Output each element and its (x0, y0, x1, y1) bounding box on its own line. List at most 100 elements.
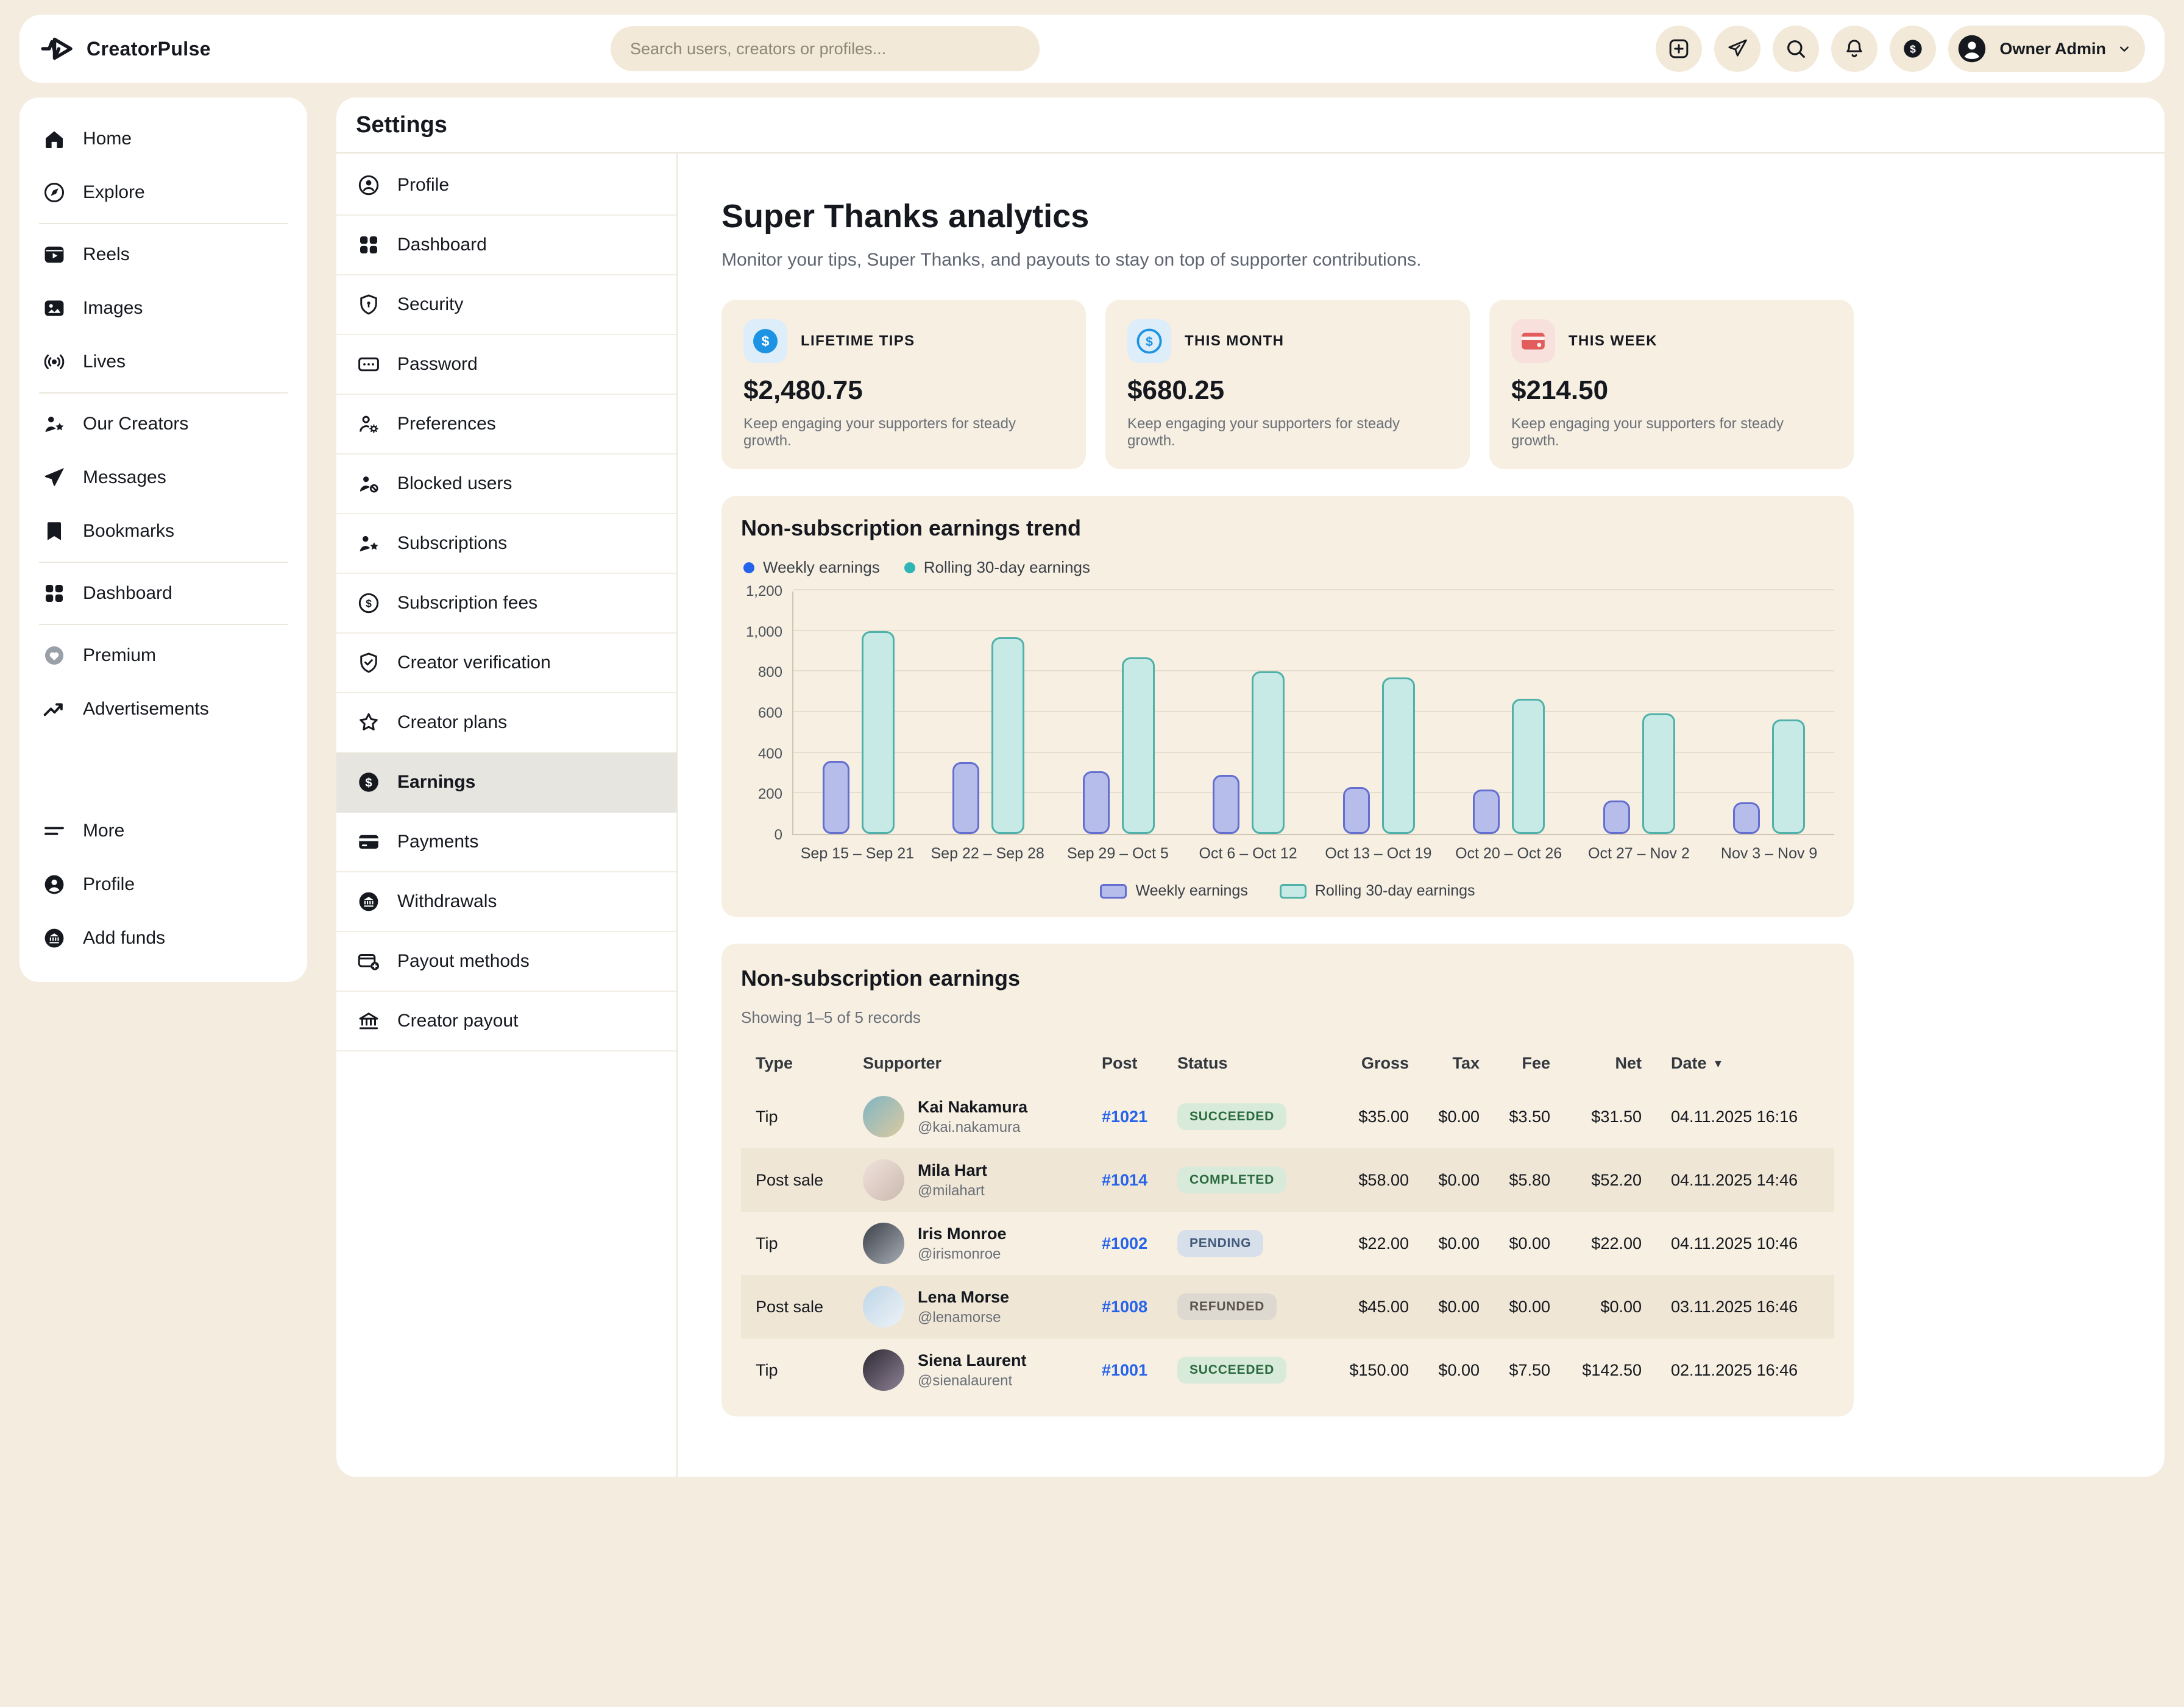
weekly-earnings-bar[interactable] (1733, 802, 1760, 834)
rolling-30-day-earnings-bar[interactable] (991, 637, 1025, 834)
x-axis-label: Sep 22 – Sep 28 (931, 845, 1044, 862)
settings-nav-payout-methods[interactable]: Payout methods (336, 932, 676, 992)
bar-group (793, 592, 924, 834)
settings-nav-label: Payout methods (397, 951, 530, 971)
cell-net: $0.00 (1600, 1297, 1642, 1316)
sidebar-item-premium[interactable]: Premium (20, 629, 307, 682)
send-button[interactable] (1714, 26, 1761, 72)
sidebar-item-label: Premium (83, 645, 157, 665)
sidebar-item-advertisements[interactable]: Advertisements (20, 682, 307, 736)
status-badge: SUCCEEDED (1177, 1357, 1287, 1384)
post-link[interactable]: #1008 (1102, 1297, 1148, 1316)
app-logo[interactable]: CreatorPulse (39, 30, 211, 67)
column-header-net: Net (1615, 1054, 1642, 1072)
settings-nav-password[interactable]: Password (336, 335, 676, 395)
weekly-earnings-bar[interactable] (952, 762, 980, 834)
settings-nav-label: Profile (397, 175, 450, 195)
sidebar-item-label: Messages (83, 467, 166, 487)
weekly-earnings-bar[interactable] (1082, 771, 1110, 834)
sidebar-item-dashboard[interactable]: Dashboard (20, 567, 307, 620)
funds-button[interactable]: $ (1890, 26, 1937, 72)
weekly-earnings-bar[interactable] (1603, 800, 1630, 834)
rolling-30-day-earnings-bar[interactable] (861, 631, 895, 834)
gridline (793, 711, 1834, 712)
sidebar-item-lives[interactable]: Lives (20, 335, 307, 389)
bar-group (1314, 592, 1444, 834)
supporter-avatar (863, 1096, 904, 1137)
settings-nav-subscriptions[interactable]: Subscriptions (336, 514, 676, 574)
y-tick-label: 200 (757, 786, 782, 803)
settings-nav-withdrawals[interactable]: Withdrawals (336, 872, 676, 932)
notifications-button[interactable] (1831, 26, 1878, 72)
rolling-30-day-earnings-bar[interactable] (1642, 713, 1675, 834)
sidebar-group: Premium Advertisements (20, 629, 307, 736)
chevron-down-icon (2120, 46, 2129, 52)
sidebar-item-more[interactable]: More (20, 804, 307, 858)
sidebar-item-label: Dashboard (83, 583, 172, 603)
post-link[interactable]: #1001 (1102, 1360, 1148, 1379)
sidebar-item-messages[interactable]: Messages (20, 451, 307, 504)
cell-post: #1014 (1087, 1148, 1163, 1212)
search-button[interactable] (1773, 26, 1820, 72)
rolling-30-day-earnings-bar[interactable] (1512, 699, 1545, 834)
x-axis-label: Oct 27 – Nov 2 (1588, 845, 1690, 862)
grid-icon (360, 236, 377, 253)
y-tick-label: 1,200 (745, 583, 782, 599)
rolling-30-day-earnings-bar[interactable] (1381, 677, 1415, 834)
creatorpulse-logo-icon (39, 30, 76, 67)
legend-item: Weekly earnings (743, 558, 880, 577)
settings-nav-creator-plans[interactable]: Creator plans (336, 693, 676, 753)
sidebar-item-explore[interactable]: Explore (20, 166, 307, 219)
settings-nav-security[interactable]: Security (336, 275, 676, 335)
weekly-earnings-bar[interactable] (1342, 787, 1370, 834)
legend-swatch-icon (1100, 883, 1127, 899)
rolling-30-day-earnings-bar[interactable] (1121, 657, 1155, 834)
settings-nav-earnings[interactable]: $ Earnings (336, 753, 676, 813)
account-menu[interactable]: Owner Admin (1948, 26, 2145, 72)
messages-icon (44, 468, 65, 486)
sidebar-item-label: Images (83, 298, 143, 318)
legend-label: Rolling 30-day earnings (1314, 882, 1475, 899)
s_profile-icon (358, 175, 379, 196)
sidebar-item-add-funds[interactable]: Add funds (20, 911, 307, 965)
search-input[interactable] (630, 39, 1020, 58)
column-header-date[interactable]: Date ▼ (1671, 1054, 1724, 1072)
settings-nav-creator-payout[interactable]: Creator payout (336, 992, 676, 1051)
settings-nav-profile[interactable]: Profile (336, 156, 676, 216)
sidebar-item-profile[interactable]: Profile (20, 858, 307, 911)
sidebar-item-bookmarks[interactable]: Bookmarks (20, 504, 307, 558)
post-link[interactable]: #1002 (1102, 1234, 1148, 1253)
legend-label: Rolling 30-day earnings (923, 558, 1090, 576)
cell-tax: $0.00 (1438, 1234, 1480, 1253)
post-link[interactable]: #1021 (1102, 1107, 1148, 1126)
settings-nav-label: Subscription fees (397, 593, 538, 613)
gridline (793, 792, 1834, 794)
settings-nav-preferences[interactable]: Preferences (336, 395, 676, 454)
settings-nav-subscription-fees[interactable]: $ Subscription fees (336, 574, 676, 634)
table-title: Non-subscription earnings (741, 966, 1021, 991)
settings-nav-creator-verification[interactable]: Creator verification (336, 634, 676, 693)
ads-icon (43, 703, 63, 716)
global-search[interactable] (611, 26, 1040, 71)
sidebar-item-reels[interactable]: Reels (20, 228, 307, 281)
sidebar-item-home[interactable]: Home (20, 112, 307, 166)
sidebar-item-images[interactable]: Images (20, 281, 307, 335)
cell-fee: $7.50 (1509, 1360, 1550, 1379)
sidebar-item-our-creators[interactable]: Our Creators (20, 397, 307, 451)
column-header-fee: Fee (1522, 1054, 1550, 1072)
weekly-earnings-bar[interactable] (822, 761, 849, 834)
supporter-name: Mila Hart (918, 1161, 988, 1179)
post-link[interactable]: #1014 (1102, 1170, 1148, 1189)
settings-nav-payments[interactable]: Payments (336, 813, 676, 872)
sidebar-group: More Profile Add funds (20, 804, 307, 965)
create-button[interactable] (1656, 26, 1703, 72)
earnings-row: Tip Siena Laurent @sienalaurent #1001 SUCCEE… (741, 1338, 1834, 1402)
settings-nav-dashboard[interactable]: Dashboard (336, 216, 676, 275)
rolling-30-day-earnings-bar[interactable] (1772, 719, 1806, 834)
weekly-earnings-bar[interactable] (1213, 775, 1240, 834)
bar-group (1184, 592, 1314, 834)
rolling-30-day-earnings-bar[interactable] (1252, 671, 1285, 834)
cell-type: Post sale (756, 1170, 824, 1189)
weekly-earnings-bar[interactable] (1473, 789, 1500, 834)
settings-nav-blocked-users[interactable]: Blocked users (336, 454, 676, 514)
